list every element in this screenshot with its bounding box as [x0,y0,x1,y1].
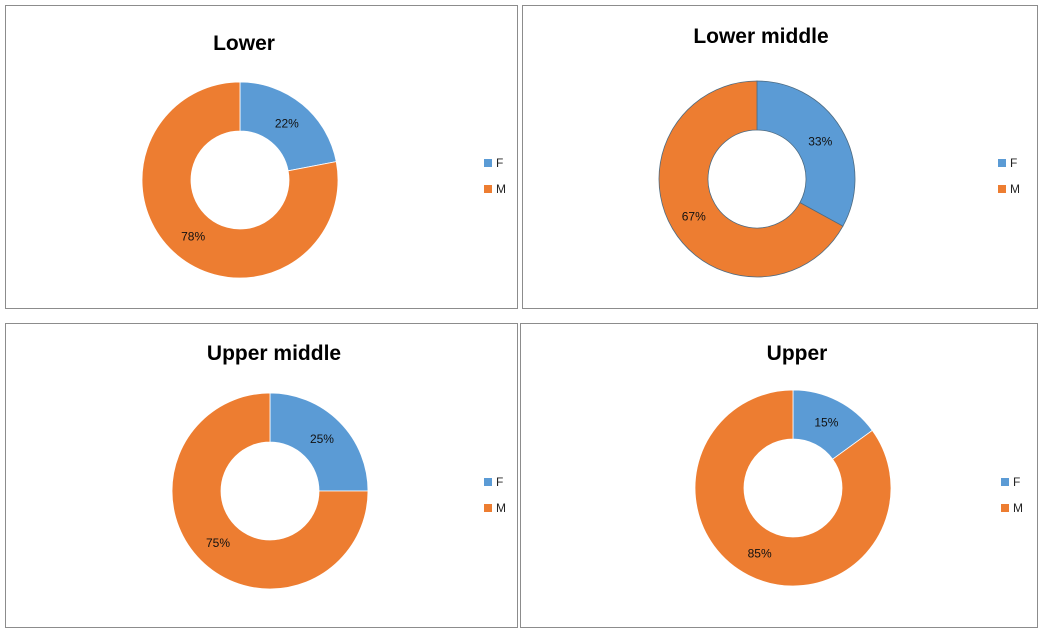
data-label-f: 25% [310,432,334,446]
legend-swatch-f [1001,478,1009,486]
donut-chart-upper-middle: Upper middle 25% 75% FM [171,342,506,590]
slice-m [141,81,339,279]
legend-label-m: M [1013,501,1023,515]
legend-swatch-m [1001,504,1009,512]
data-label-f: 22% [275,116,299,130]
legend-swatch-f [484,478,492,486]
slice-m [658,80,844,278]
chart-title: Upper [767,342,828,365]
donut-chart-upper: Upper 15% 85% FM [694,342,1023,587]
legend-label-f: F [1010,156,1017,170]
data-label-f: 15% [814,416,838,430]
legend-label-f: F [496,475,503,489]
legend-swatch-f [484,159,492,167]
legend-swatch-m [998,185,1006,193]
legend-label-f: F [1013,475,1020,489]
legend-swatch-m [484,185,492,193]
legend-swatch-m [484,504,492,512]
data-label-m: 67% [682,209,706,223]
slice-f [756,80,856,227]
chart-title: Lower [213,32,275,55]
slice-m [694,389,892,587]
data-label-f: 33% [808,135,832,149]
data-label-m: 85% [748,546,772,560]
chart-panel-upper-middle: Upper middle 25% 75% F M [5,323,518,628]
legend-label-m: M [496,501,506,515]
data-label-m: 75% [206,536,230,550]
chart-panel-upper: Upper 15% 85% F M [520,323,1038,628]
legend-label-m: M [496,182,506,196]
legend-label-f: F [496,156,503,170]
data-label-m: 78% [181,230,205,244]
chart-title: Upper middle [207,342,341,365]
chart-title: Lower middle [693,25,828,48]
slice-f [239,81,337,172]
chart-panel-lower-middle: Lower middle 33% 67% F M [522,5,1038,309]
chart-panel-lower: Lower 22% 78% F M [5,5,518,309]
legend-label-m: M [1010,182,1020,196]
donut-chart-lower-middle: Lower middle 33% 67% FM [658,25,1020,278]
legend-swatch-f [998,159,1006,167]
slice-f [269,392,369,492]
donut-chart-lower: Lower 22% 78% FM [141,32,506,279]
slice-m [171,392,369,590]
